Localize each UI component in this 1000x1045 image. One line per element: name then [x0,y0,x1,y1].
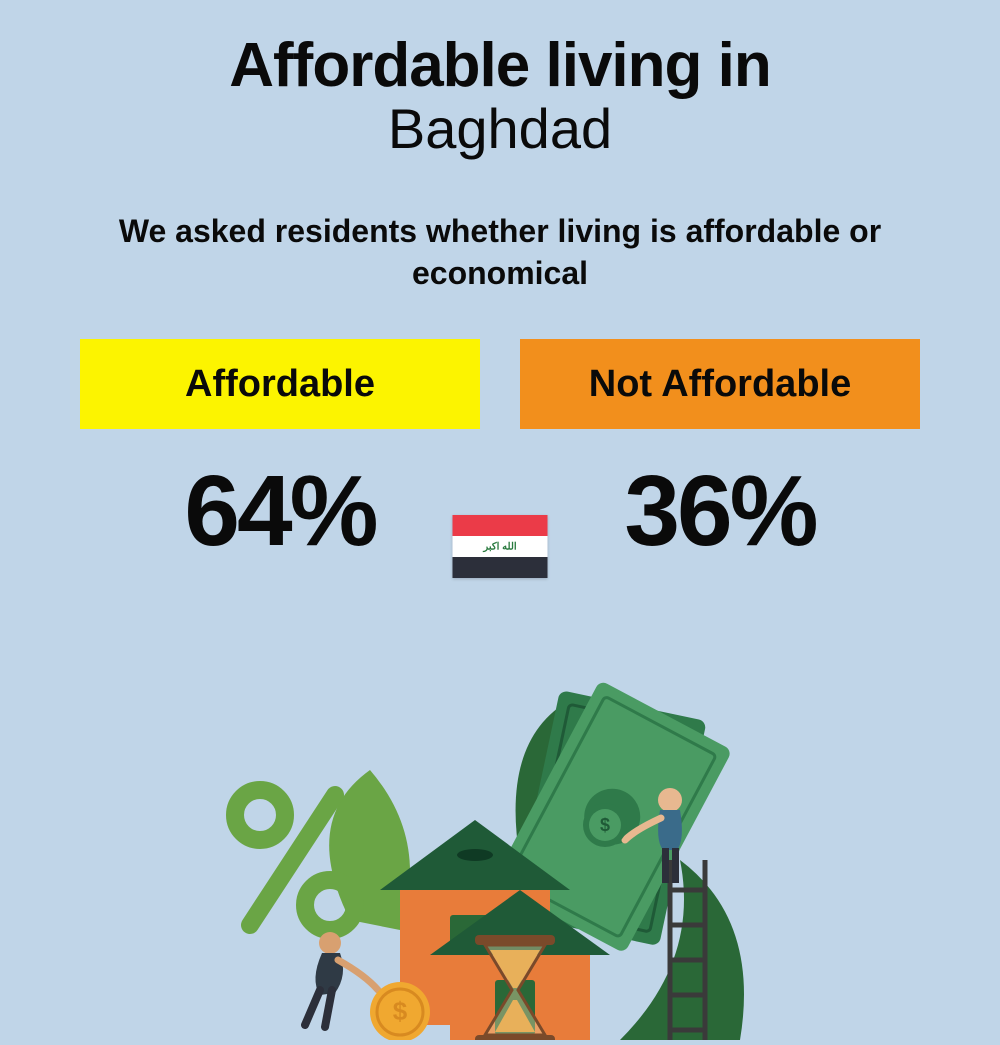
panel-affordable: Affordable 64% [80,339,480,569]
panel-value-affordable: 64% [80,454,480,569]
panel-value-not-affordable: 36% [520,454,920,569]
panel-label-not-affordable: Not Affordable [520,339,920,429]
subtitle: We asked residents whether living is aff… [100,211,900,294]
svg-text:$: $ [393,996,408,1026]
panel-label-affordable: Affordable [80,339,480,429]
flag-stripe-top [453,515,548,536]
flag-script: الله اكبر [453,541,548,552]
flag-stripe-bot [453,557,548,578]
iraq-flag-icon: الله اكبر [453,515,548,578]
affordability-illustration: $ $ [200,660,800,1040]
person-icon [305,932,378,1027]
svg-text:$: $ [600,815,610,835]
flag-stripe-mid: الله اكبر [453,536,548,557]
page-title-line1: Affordable living in [60,30,940,101]
page-title-line2: Baghdad [60,96,940,161]
panel-not-affordable: Not Affordable 36% [520,339,920,569]
coin-icon: $ [583,803,627,847]
coin-icon: $ [370,982,430,1040]
